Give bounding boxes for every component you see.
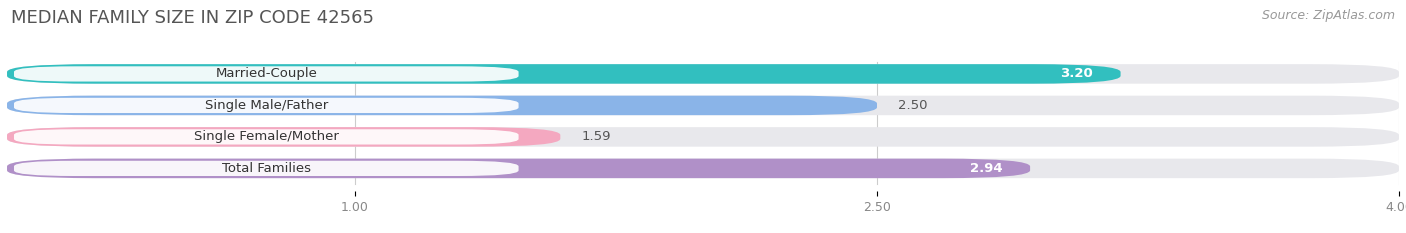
Text: 2.94: 2.94: [970, 162, 1002, 175]
FancyBboxPatch shape: [14, 129, 519, 144]
FancyBboxPatch shape: [7, 127, 561, 147]
FancyBboxPatch shape: [14, 98, 519, 113]
Text: Single Male/Father: Single Male/Father: [205, 99, 328, 112]
Text: 2.50: 2.50: [898, 99, 928, 112]
FancyBboxPatch shape: [7, 127, 1399, 147]
FancyBboxPatch shape: [7, 64, 1121, 84]
Text: 1.59: 1.59: [581, 130, 610, 143]
Text: Total Families: Total Families: [222, 162, 311, 175]
FancyBboxPatch shape: [7, 64, 1399, 84]
FancyBboxPatch shape: [7, 159, 1031, 178]
FancyBboxPatch shape: [14, 66, 519, 82]
Text: MEDIAN FAMILY SIZE IN ZIP CODE 42565: MEDIAN FAMILY SIZE IN ZIP CODE 42565: [11, 9, 374, 27]
Text: Married-Couple: Married-Couple: [215, 67, 318, 80]
FancyBboxPatch shape: [7, 159, 1399, 178]
Text: 3.20: 3.20: [1060, 67, 1092, 80]
Text: Single Female/Mother: Single Female/Mother: [194, 130, 339, 143]
FancyBboxPatch shape: [14, 161, 519, 176]
Text: Source: ZipAtlas.com: Source: ZipAtlas.com: [1261, 9, 1395, 22]
FancyBboxPatch shape: [7, 96, 1399, 115]
FancyBboxPatch shape: [7, 96, 877, 115]
